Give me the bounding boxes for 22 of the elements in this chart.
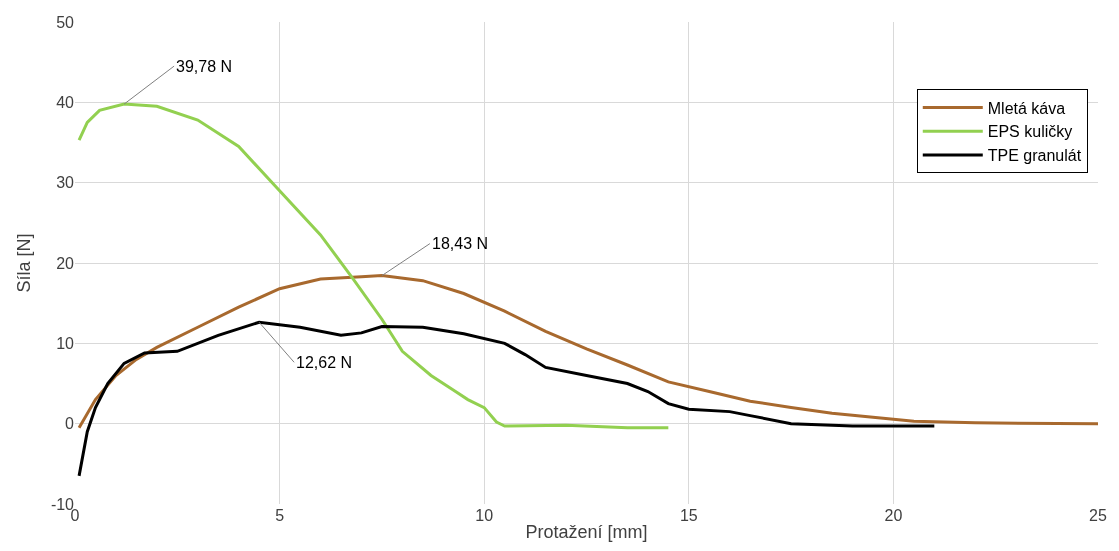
line-series: [77, 102, 670, 430]
x-tick-label: 15: [679, 507, 698, 524]
y-tick-label: 10: [56, 334, 75, 352]
y-axis-title: Síla [N]: [14, 233, 35, 293]
x-tick-label: 25: [1089, 507, 1107, 524]
annotation: 39,78 N: [176, 58, 233, 75]
y-tick-label: 30: [56, 174, 75, 192]
annotation: 12,62 N: [296, 354, 353, 371]
annotation: 18,43 N: [432, 235, 489, 252]
legend-label: EPS kuličky: [987, 123, 1073, 141]
x-axis-title: Protažení [mm]: [525, 522, 648, 543]
x-tick-label: 5: [275, 507, 285, 524]
line-series: [77, 320, 936, 478]
y-tick-label: 20: [56, 254, 75, 272]
legend-label: TPE granulát: [987, 147, 1082, 165]
x-tick-label: 10: [475, 507, 494, 524]
y-tick-label: 50: [56, 13, 75, 31]
x-tick-label: 20: [884, 507, 903, 524]
legend-label: Mletá káva: [987, 99, 1066, 117]
y-tick-label: 0: [65, 415, 75, 433]
y-tick-label: 40: [56, 93, 75, 111]
line-series: [77, 274, 1098, 430]
